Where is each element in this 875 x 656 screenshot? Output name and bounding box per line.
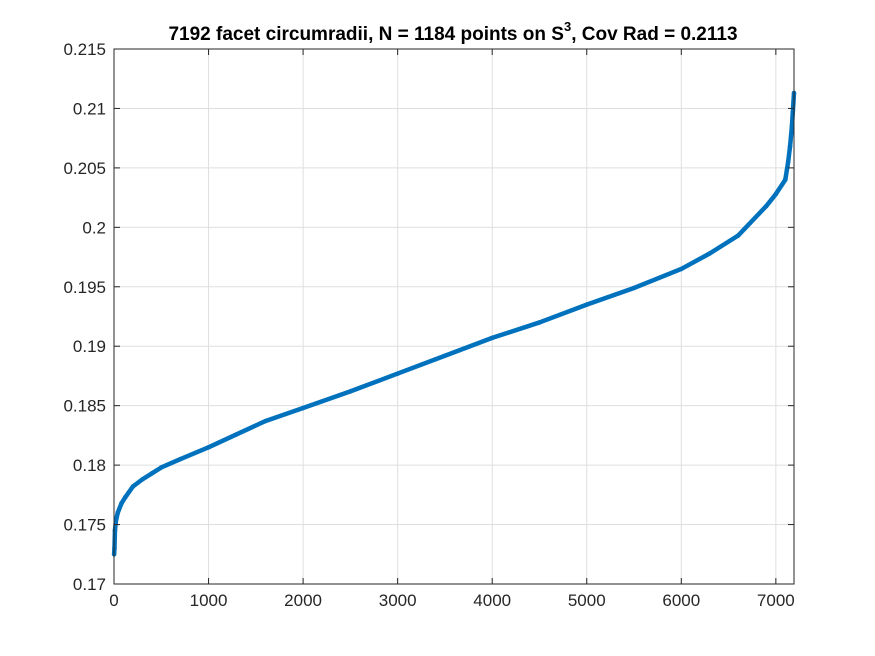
y-tick-label: 0.175	[63, 516, 106, 535]
y-tick-label: 0.205	[63, 159, 106, 178]
series-segment	[489, 320, 542, 341]
tick-labels: 0 1000 2000 3000 4000 5000 6000 7000 0.17 0.175 0.…	[63, 40, 794, 610]
series-segment	[773, 177, 788, 197]
series-segment	[206, 431, 240, 450]
series-segment	[679, 251, 712, 272]
series-segment	[159, 456, 183, 470]
series-segment	[764, 191, 779, 209]
y-tick-label: 0.17	[73, 575, 106, 594]
series-segment	[785, 144, 793, 165]
x-tick-label: 0	[109, 591, 118, 610]
data-series	[111, 90, 797, 557]
series-segment	[707, 233, 741, 256]
y-tick-label: 0.19	[73, 337, 106, 356]
series-segment	[300, 389, 353, 411]
chart-title-tail: , Cov Rad = 0.2113	[571, 24, 737, 45]
chart-title: 7192 facet circumradii, N = 1184 points …	[168, 19, 737, 45]
axes-box	[113, 48, 795, 585]
y-tick-label: 0.21	[73, 99, 106, 118]
series-segment	[787, 124, 795, 149]
series-segment	[395, 353, 448, 376]
series-segment	[348, 371, 400, 394]
series-segment	[234, 418, 268, 437]
x-tick-label: 7000	[757, 591, 795, 610]
x-tick-label: 6000	[662, 591, 700, 610]
series-segment	[735, 203, 769, 238]
chart-title-superscript: 3	[564, 19, 571, 34]
chart-title-main: 7192 facet circumradii, N = 1184 points …	[168, 24, 563, 45]
y-tick-label: 0.185	[63, 397, 106, 416]
series-segment	[783, 159, 791, 183]
series-segment	[631, 266, 684, 291]
y-tick-label: 0.215	[63, 40, 106, 59]
y-tick-label: 0.195	[63, 278, 106, 297]
series-segment	[537, 302, 589, 325]
plot-area	[114, 49, 794, 584]
series-segment	[442, 335, 495, 358]
y-tick-label: 0.2	[82, 218, 106, 237]
x-tick-label: 3000	[379, 591, 417, 610]
series-segment	[584, 285, 637, 307]
series-segment	[263, 405, 306, 424]
series-segment	[177, 445, 211, 462]
y-tick-label: 0.18	[73, 456, 106, 475]
axis-ticks	[113, 48, 794, 585]
grid-lines	[114, 49, 794, 584]
x-tick-label: 2000	[284, 591, 322, 610]
x-tick-label: 5000	[568, 591, 606, 610]
x-tick-label: 4000	[473, 591, 511, 610]
x-tick-label: 1000	[190, 591, 228, 610]
